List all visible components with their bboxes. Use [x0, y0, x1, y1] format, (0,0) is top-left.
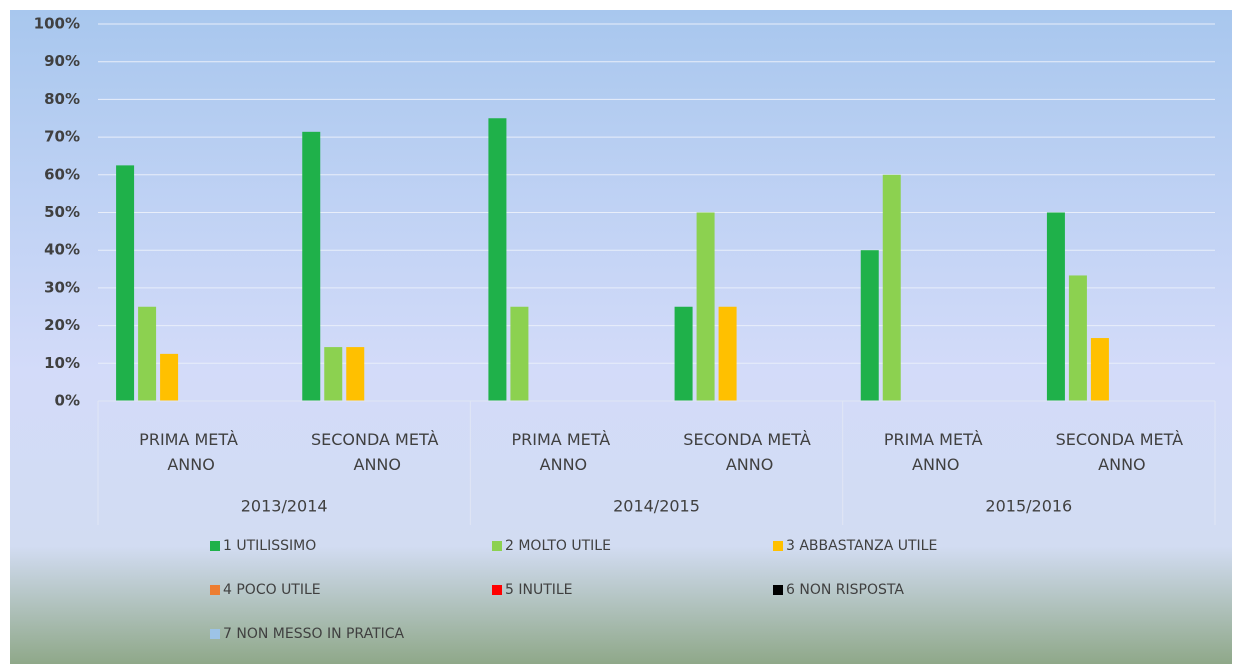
legend-label: 2 MOLTO UTILE: [505, 538, 611, 554]
legend-label: 1 UTILISSIMO: [223, 538, 316, 554]
y-tick-label: 40%: [44, 241, 80, 259]
y-tick-label: 50%: [44, 203, 80, 221]
y-tick-label: 70%: [44, 128, 80, 146]
y-tick-label: 0%: [55, 392, 80, 410]
bar: [696, 212, 715, 401]
legend-swatch: [773, 585, 783, 595]
x-tick-label: SECONDA METÀ ANNO: [683, 430, 816, 474]
bar: [860, 250, 879, 401]
bar: [302, 131, 321, 401]
x-tick-label: SECONDA METÀ ANNO: [311, 430, 444, 474]
chart-area: [10, 10, 1232, 664]
bar: [674, 306, 693, 401]
group-label: 2014/2015: [613, 497, 700, 516]
y-tick-label: 90%: [44, 52, 80, 70]
y-tick-label: 10%: [44, 354, 80, 372]
legend-label: 7 NON MESSO IN PRATICA: [223, 626, 405, 642]
bar: [488, 118, 507, 401]
x-tick-label: PRIMA METÀ ANNO: [139, 430, 243, 474]
legend-swatch: [210, 541, 220, 551]
bar: [346, 347, 365, 401]
legend-label: 6 NON RISPOSTA: [786, 582, 904, 598]
y-tick-label: 20%: [44, 316, 80, 334]
legend-swatch: [210, 629, 220, 639]
bar: [1068, 275, 1087, 401]
legend-swatch: [492, 541, 502, 551]
legend-label: 3 ABBASTANZA UTILE: [786, 538, 937, 554]
bar: [138, 306, 157, 401]
legend-swatch: [773, 541, 783, 551]
legend-swatch: [210, 585, 220, 595]
y-tick-label: 100%: [34, 15, 80, 33]
x-tick-label: SECONDA METÀ ANNO: [1056, 430, 1189, 474]
bar: [160, 353, 179, 401]
bar: [1090, 338, 1109, 401]
y-tick-label: 60%: [44, 165, 80, 183]
y-tick-label: 30%: [44, 278, 80, 296]
legend-label: 5 INUTILE: [505, 582, 573, 598]
x-tick-label: PRIMA METÀ ANNO: [884, 430, 988, 474]
group-label: 2013/2014: [241, 497, 328, 516]
bar: [718, 306, 737, 401]
legend-swatch: [492, 585, 502, 595]
bar: [324, 347, 343, 401]
bar: [116, 165, 135, 401]
x-tick-label: PRIMA METÀ ANNO: [512, 430, 616, 474]
y-tick-label: 80%: [44, 90, 80, 108]
bar: [1046, 212, 1065, 401]
legend-label: 4 POCO UTILE: [223, 582, 321, 598]
group-label: 2015/2016: [985, 497, 1072, 516]
bar: [882, 174, 901, 401]
bar: [510, 306, 529, 401]
